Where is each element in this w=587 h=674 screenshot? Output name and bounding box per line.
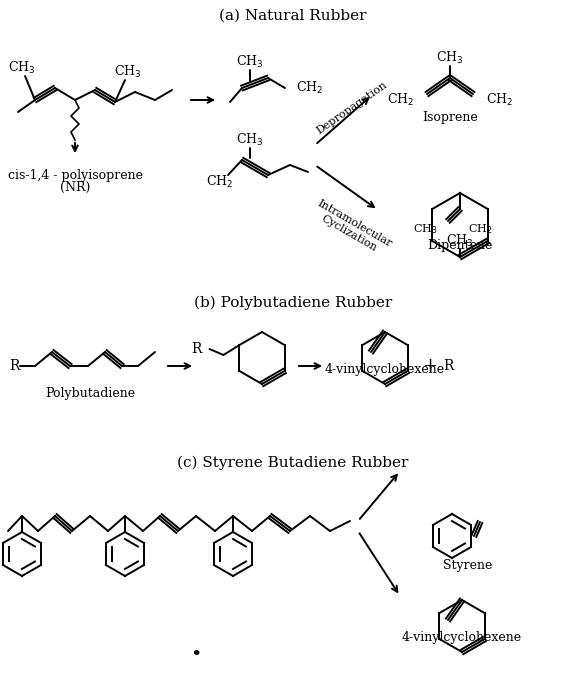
Text: CH$_3$: CH$_3$: [237, 132, 264, 148]
Text: 4-vinylcyclohexene: 4-vinylcyclohexene: [325, 363, 445, 377]
Text: (NR): (NR): [60, 181, 90, 193]
Text: (c) Styrene Butadiene Rubber: (c) Styrene Butadiene Rubber: [177, 456, 409, 470]
Text: Isoprene: Isoprene: [422, 111, 478, 125]
Text: CH$_2$: CH$_2$: [207, 174, 234, 190]
Text: CH$_3$: CH$_3$: [114, 64, 141, 80]
Text: (a) Natural Rubber: (a) Natural Rubber: [220, 9, 367, 23]
Text: R: R: [191, 342, 201, 356]
Text: CH$_3$: CH$_3$: [446, 233, 474, 249]
Text: (b) Polybutadiene Rubber: (b) Polybutadiene Rubber: [194, 296, 392, 310]
Text: 4-vinylcyclohexene: 4-vinylcyclohexene: [402, 632, 522, 644]
Text: CH$_3$: CH$_3$: [436, 50, 464, 66]
Text: R: R: [443, 359, 453, 373]
Text: CH$_2$: CH$_2$: [387, 92, 414, 108]
Text: Polybutadiene: Polybutadiene: [45, 388, 135, 400]
Text: CH$_3$: CH$_3$: [237, 54, 264, 70]
Text: •: •: [190, 646, 202, 664]
Text: CH$_3$: CH$_3$: [8, 60, 36, 76]
Text: CH$_3$: CH$_3$: [413, 222, 438, 236]
Text: CH$_2$: CH$_2$: [468, 222, 492, 236]
Text: CH$_2$: CH$_2$: [486, 92, 513, 108]
Text: R: R: [9, 359, 19, 373]
Text: cis-1,4 - polyisoprene: cis-1,4 - polyisoprene: [8, 168, 143, 181]
Text: Dipentene: Dipentene: [427, 239, 492, 251]
Text: Styrene: Styrene: [443, 559, 492, 572]
Text: CH$_2$: CH$_2$: [296, 80, 323, 96]
Text: +: +: [423, 357, 437, 375]
Text: Intramolecular
Cyclization: Intramolecular Cyclization: [310, 198, 394, 259]
Text: Depropagation: Depropagation: [315, 80, 389, 136]
